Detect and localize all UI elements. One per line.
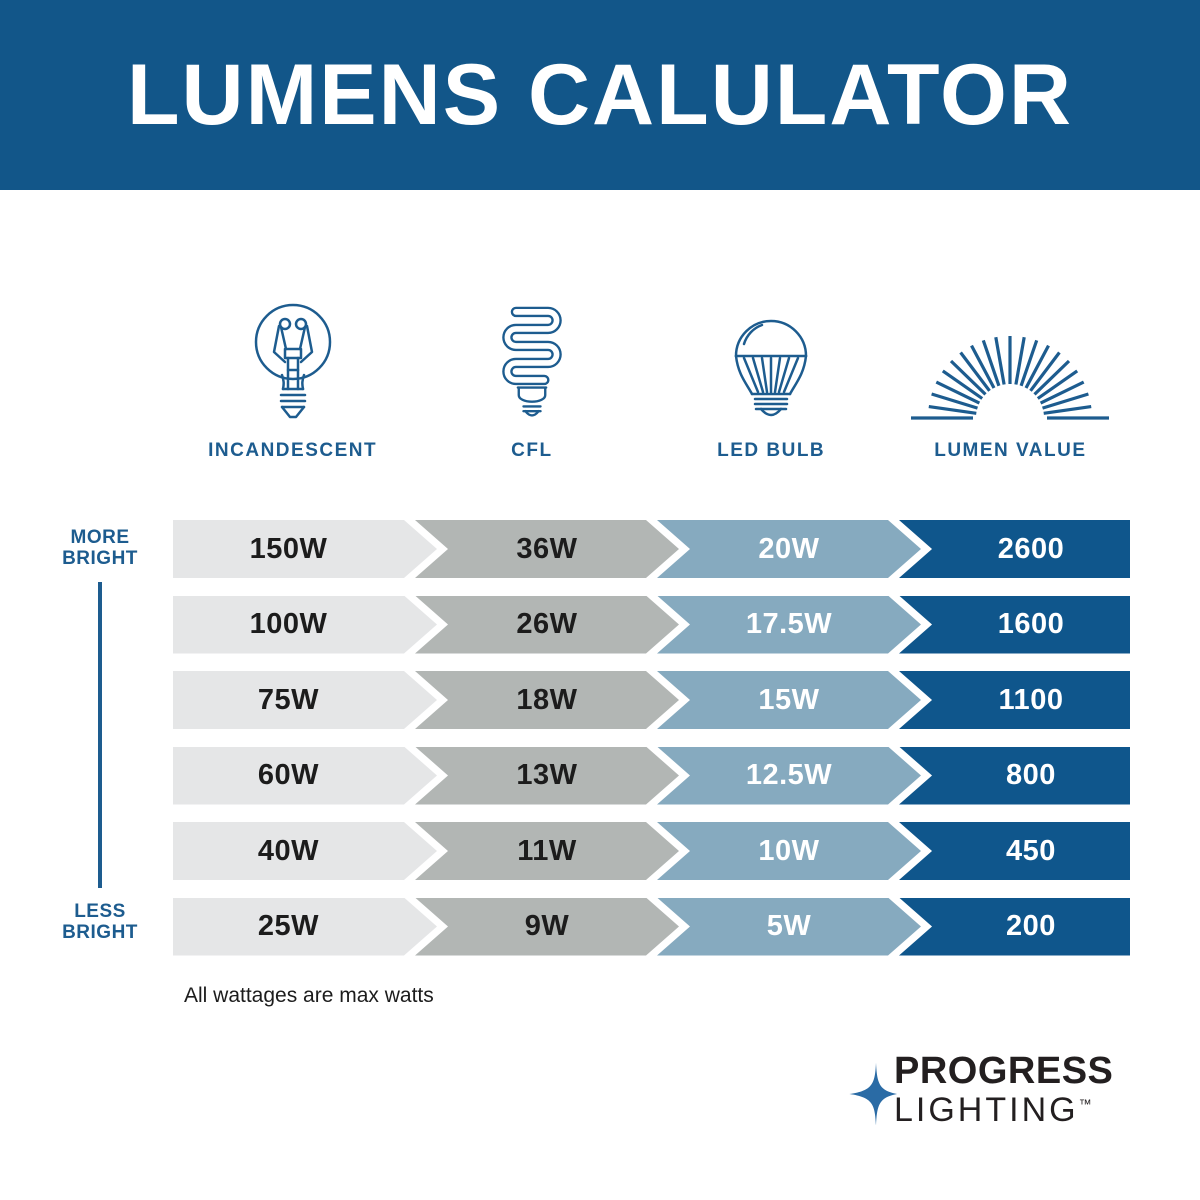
cell-led: 17.5W xyxy=(657,595,921,654)
cell-led: 5W xyxy=(657,897,921,956)
cell-cfl: 13W xyxy=(415,746,679,805)
cell-cfl: 11W xyxy=(415,822,679,880)
column-lumen: LUMEN VALUE xyxy=(891,292,1130,462)
cell-incandescent: 100W xyxy=(173,595,437,654)
header-banner: LUMENS CALULATOR xyxy=(0,0,1200,190)
cell-led: 20W xyxy=(657,520,921,578)
table-row: 100W 26W 17.5W 1600 xyxy=(173,595,1130,654)
cell-lumen: 2600 xyxy=(899,520,1130,578)
four-point-star-icon xyxy=(849,1062,898,1126)
logo-line-lighting: LIGHTING™ xyxy=(894,1091,1092,1129)
column-label-lumen: LUMEN VALUE xyxy=(934,440,1087,461)
column-cfl: CFL xyxy=(412,292,651,462)
cell-incandescent: 40W xyxy=(173,822,437,880)
table-row: 40W 11W 10W 450 xyxy=(173,822,1130,880)
column-led: LED BULB xyxy=(652,292,891,462)
cell-incandescent: 25W xyxy=(173,897,437,956)
cell-lumen: 1600 xyxy=(899,595,1130,654)
logo-text: PROGRESS LIGHTING™ xyxy=(894,1052,1113,1127)
cell-incandescent: 75W xyxy=(173,671,437,729)
page-title: LUMENS CALULATOR xyxy=(126,46,1074,143)
cell-led: 10W xyxy=(657,822,921,880)
axis-label-less-bright: LESS BRIGHT xyxy=(62,901,138,944)
cell-cfl: 26W xyxy=(415,595,679,654)
lumen-rays-icon xyxy=(905,322,1115,424)
brightness-axis-line xyxy=(98,582,102,888)
column-label-incandescent: INCANDESCENT xyxy=(208,440,378,461)
column-label-cfl: CFL xyxy=(511,440,553,461)
cell-incandescent: 60W xyxy=(173,746,437,805)
conversion-table: 150W 36W 20W 2600 100W 26W 17.5W 1600 75… xyxy=(173,520,1130,973)
cell-cfl: 36W xyxy=(415,520,679,578)
table-row: 150W 36W 20W 2600 xyxy=(173,520,1130,578)
column-incandescent: INCANDESCENT xyxy=(173,292,412,462)
axis-label-more-bright: MORE BRIGHT xyxy=(62,527,138,570)
cell-incandescent: 150W xyxy=(173,520,437,578)
logo-line-progress: PROGRESS xyxy=(894,1050,1114,1092)
column-label-led: LED BULB xyxy=(717,440,826,461)
cfl-bulb-icon xyxy=(480,300,584,424)
cell-lumen: 1100 xyxy=(899,671,1130,729)
progress-lighting-logo: PROGRESS LIGHTING™ xyxy=(842,1050,1142,1150)
incandescent-bulb-icon xyxy=(237,296,349,424)
cell-cfl: 18W xyxy=(415,671,679,729)
cell-led: 12.5W xyxy=(657,746,921,805)
table-row: 60W 13W 12.5W 800 xyxy=(173,746,1130,805)
table-row: 75W 18W 15W 1100 xyxy=(173,671,1130,729)
led-bulb-icon xyxy=(716,298,826,424)
trademark-symbol: ™ xyxy=(1078,1096,1092,1112)
footnote: All wattages are max watts xyxy=(184,984,434,1007)
cell-lumen: 450 xyxy=(899,822,1130,880)
cell-lumen: 800 xyxy=(899,746,1130,805)
cell-led: 15W xyxy=(657,671,921,729)
table-row: 25W 9W 5W 200 xyxy=(173,897,1130,956)
cell-cfl: 9W xyxy=(415,897,679,956)
cell-lumen: 200 xyxy=(899,897,1130,956)
column-legend-row: INCANDESCENT CFL xyxy=(173,292,1130,462)
